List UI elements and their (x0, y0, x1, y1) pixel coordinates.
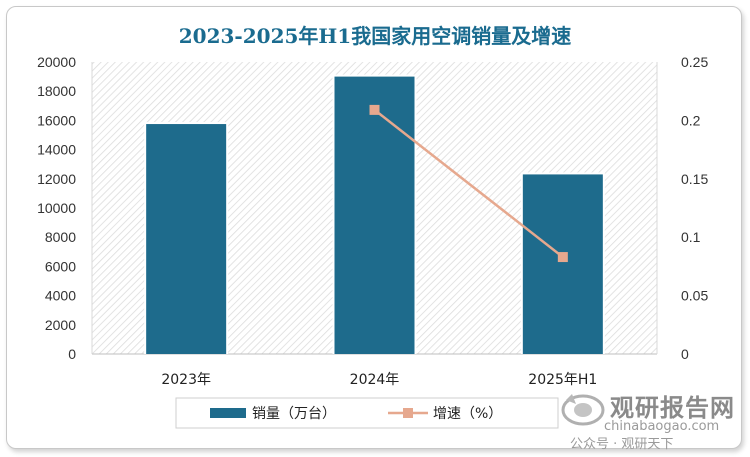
x-tick-label: 2024年 (350, 372, 400, 388)
growth-point-2 (557, 252, 568, 263)
y-left-tick-label: 12000 (37, 171, 76, 187)
growth-point-1 (369, 104, 380, 115)
x-tick-label: 2023年 (161, 372, 211, 388)
bar-2 (334, 76, 415, 354)
y-left-tick-label: 0 (68, 346, 76, 362)
bar-1 (146, 124, 227, 354)
y-right-tick-label: 0.05 (681, 288, 708, 304)
y-right-tick-label: 0.25 (681, 54, 708, 70)
chart-title: 2023-2025年H1我国家用空调销量及增速 (178, 24, 572, 48)
y-left-tick-label: 8000 (45, 229, 76, 245)
watermark-brand: 观研报告网 (610, 394, 735, 422)
y-left-tick-label: 2000 (45, 317, 76, 333)
watermark-logo-icon (561, 394, 605, 426)
y-right-tick-label: 0.1 (681, 229, 701, 245)
legend-label-line: 增速（%） (433, 406, 502, 422)
legend-swatch-bar (210, 408, 246, 418)
y-right-tick-label: 0.15 (681, 171, 708, 187)
y-left-tick-label: 4000 (45, 288, 76, 304)
y-left-tick-label: 20000 (37, 54, 76, 70)
watermark-publisher: 公众号 · 观研天下 (570, 437, 674, 452)
legend-label-bar: 销量（万台） (252, 406, 336, 422)
watermark: 观研报告网 chinabaogao.com 公众号 · 观研天下 (560, 388, 745, 452)
bar-3 (522, 174, 603, 354)
y-left-tick-label: 18000 (37, 83, 76, 99)
watermark-url: chinabaogao.com (604, 419, 720, 434)
growth-line (373, 108, 564, 259)
y-right-tick-label: 0.2 (681, 112, 701, 128)
legend-marker-line (403, 408, 413, 418)
y-left-tick-label: 10000 (37, 200, 76, 216)
y-left-tick-label: 16000 (37, 112, 76, 128)
x-tick-label: 2025年H1 (528, 372, 597, 388)
y-left-tick-label: 6000 (45, 258, 76, 274)
y-right-tick-label: 0 (681, 346, 689, 362)
y-left-tick-label: 14000 (37, 142, 76, 158)
